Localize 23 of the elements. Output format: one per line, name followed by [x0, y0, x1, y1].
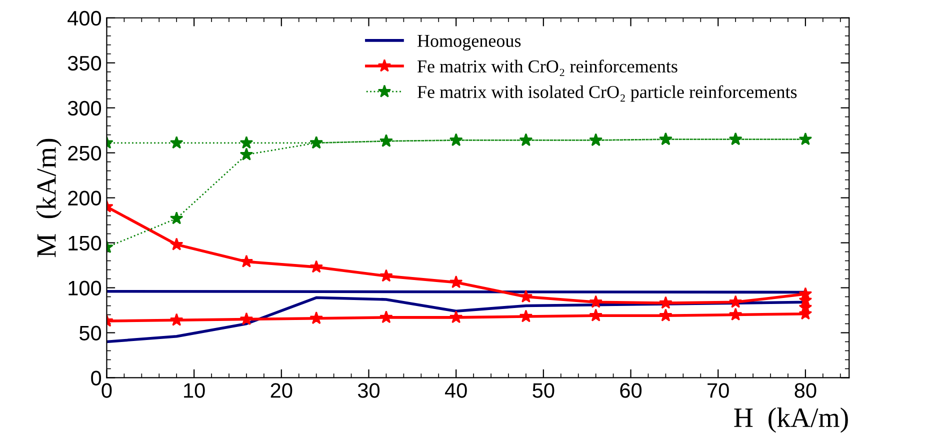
y-tick-label: 200	[68, 190, 102, 206]
x-tick-label: 60	[620, 383, 642, 398]
y-tick-label: 100	[68, 280, 102, 296]
x-tick-label: 70	[708, 383, 729, 398]
legend-label: Fe matrix with CrO₂ reinforcements	[417, 60, 678, 76]
x-tick-label: 10	[184, 383, 205, 398]
y-tick-label: 150	[68, 236, 102, 251]
y-tick-label: 300	[68, 100, 102, 116]
x-tick-label: 0	[102, 383, 112, 398]
x-axis-title: H (kA/m)	[734, 408, 848, 433]
x-tick-label: 20	[270, 383, 292, 398]
y-axis-title: M (kA/m)	[36, 138, 62, 258]
x-tick-label: 40	[444, 383, 467, 398]
legend-label: Homogeneous	[417, 34, 521, 51]
y-tick-label: 50	[80, 326, 102, 340]
y-tick-label: 250	[68, 146, 102, 161]
legend-label: Fe matrix with isolated CrO₂ particle reinforcements	[417, 85, 797, 102]
y-tick-label: 350	[68, 56, 102, 71]
x-tick-label: 80	[794, 383, 816, 398]
y-tick-label: 400	[68, 10, 102, 26]
y-tick-label: 0	[91, 370, 102, 386]
x-tick-label: 30	[358, 383, 380, 398]
x-tick-label: 50	[532, 383, 554, 398]
